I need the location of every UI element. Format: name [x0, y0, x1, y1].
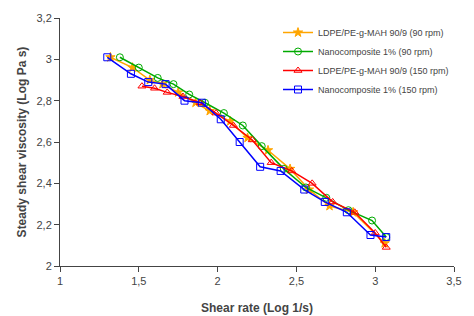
svg-text:3,5: 3,5 [446, 275, 461, 287]
svg-text:LDPE/PE-g-MAH 90/9 (150 rpm): LDPE/PE-g-MAH 90/9 (150 rpm) [318, 66, 449, 76]
svg-text:LDPE/PE-g-MAH 90/9 (90 rpm): LDPE/PE-g-MAH 90/9 (90 rpm) [318, 28, 444, 38]
svg-text:2,5: 2,5 [289, 275, 304, 287]
svg-text:2,4: 2,4 [37, 177, 52, 189]
svg-text:2,8: 2,8 [37, 95, 52, 107]
svg-text:3: 3 [46, 53, 52, 65]
svg-text:3: 3 [372, 275, 378, 287]
svg-text:2,6: 2,6 [37, 136, 52, 148]
svg-text:3,2: 3,2 [37, 12, 52, 24]
svg-text:Shear rate (Log 1/s): Shear rate (Log 1/s) [201, 301, 313, 315]
svg-text:2: 2 [46, 260, 52, 272]
svg-text:2: 2 [215, 275, 221, 287]
svg-text:1,5: 1,5 [131, 275, 146, 287]
svg-text:Steady shear viscosity (Log Pa: Steady shear viscosity (Log Pa s) [15, 47, 29, 238]
svg-text:Nanocomposite 1% (90 rpm): Nanocomposite 1% (90 rpm) [318, 47, 433, 57]
svg-text:2,2: 2,2 [37, 219, 52, 231]
svg-text:Nanocomposite 1% (150 rpm): Nanocomposite 1% (150 rpm) [318, 85, 438, 95]
svg-text:1: 1 [57, 275, 63, 287]
